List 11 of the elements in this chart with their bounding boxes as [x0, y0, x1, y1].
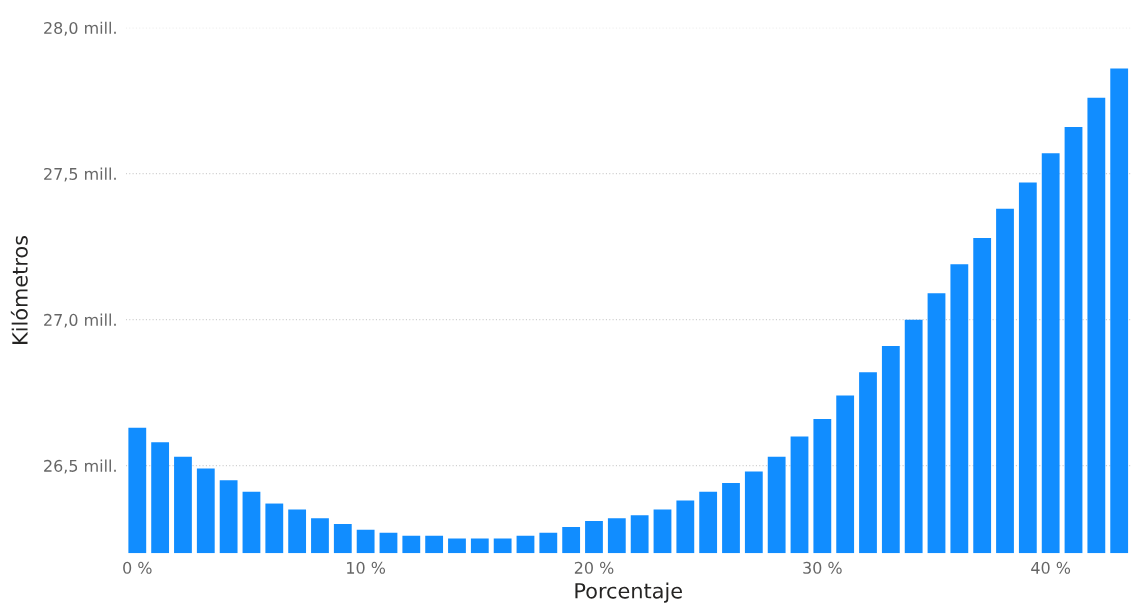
y-tick-label: 26,5 mill. — [44, 459, 116, 474]
x-tick-label: 0 % — [123, 561, 152, 574]
y-tick-label: 28,0 mill. — [44, 21, 116, 36]
x-tick-label: 20 % — [574, 561, 614, 574]
x-tick-label: 10 % — [347, 561, 386, 574]
x-tick-label: 40 % — [1031, 561, 1071, 574]
y-tick-label: 27,5 mill. — [44, 167, 116, 182]
x-axis-title: Porcentaje — [575, 582, 682, 603]
y-axis-title: Kilómetros — [10, 235, 28, 344]
y-tick-label: 27,0 mill. — [44, 313, 116, 328]
x-tick-label: 30 % — [803, 561, 842, 574]
